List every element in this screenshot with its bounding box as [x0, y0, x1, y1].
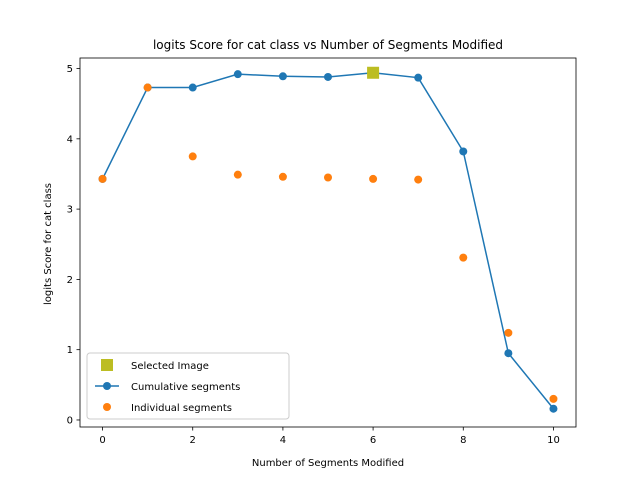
x-tick-label: 10 [547, 435, 560, 446]
x-tick-label: 6 [370, 435, 376, 446]
x-tick-label: 4 [280, 435, 286, 446]
individual-segments-point [98, 174, 107, 183]
cumulative-segments-point [233, 70, 242, 79]
cumulative-segments-point [459, 147, 468, 156]
individual-segments-point [549, 394, 558, 403]
x-axis-label: Number of Segments Modified [252, 458, 404, 469]
individual-segments-point [233, 170, 242, 179]
y-axis-label: logits Score for cat class [43, 183, 54, 305]
cumulative-segments-point [188, 83, 197, 92]
legend-swatch-cumulative-marker [103, 382, 111, 390]
legend-label: Individual segments [131, 403, 232, 414]
legend-swatch-selected-image [101, 359, 113, 371]
plot-area [79, 57, 577, 428]
y-tick-label: 0 [67, 415, 73, 426]
individual-segments-point [504, 328, 513, 337]
legend-label: Selected Image [131, 361, 209, 372]
legend-label: Cumulative segments [131, 382, 240, 393]
individual-segments-point [278, 172, 287, 181]
legend-swatch-individual-marker [103, 403, 111, 411]
cumulative-segments-point [414, 73, 423, 82]
legend-box [86, 352, 290, 420]
cumulative-segments-point [549, 404, 558, 413]
individual-segments-point [324, 173, 332, 182]
y-tick-label: 2 [67, 275, 73, 286]
individual-segments-point [188, 152, 197, 161]
series-layer [98, 66, 558, 413]
chart-title: logits Score for cat class vs Number of … [153, 38, 503, 52]
individual-segments-point [459, 253, 468, 262]
individual-segments-point [143, 83, 152, 92]
selected-image-marker [367, 66, 380, 79]
x-tick-label: 8 [460, 435, 466, 446]
y-axis: 0 1 2 3 4 5 [67, 64, 80, 426]
legend: Selected Image Cumulative segments Individ… [86, 352, 290, 420]
y-tick-label: 1 [67, 345, 73, 356]
x-tick-label: 2 [190, 435, 196, 446]
individual-segments-point [369, 174, 378, 183]
plot-frame [79, 57, 577, 428]
y-tick-label: 5 [67, 64, 73, 75]
individual-segments-point [414, 175, 423, 184]
y-tick-label: 4 [67, 134, 73, 145]
cumulative-segments-point [504, 349, 513, 358]
x-axis: 0 2 4 6 8 10 [99, 427, 560, 446]
y-tick-label: 3 [67, 205, 73, 216]
x-tick-label: 0 [99, 435, 105, 446]
cumulative-segments-point [278, 72, 287, 81]
cumulative-segments-point [324, 72, 332, 81]
